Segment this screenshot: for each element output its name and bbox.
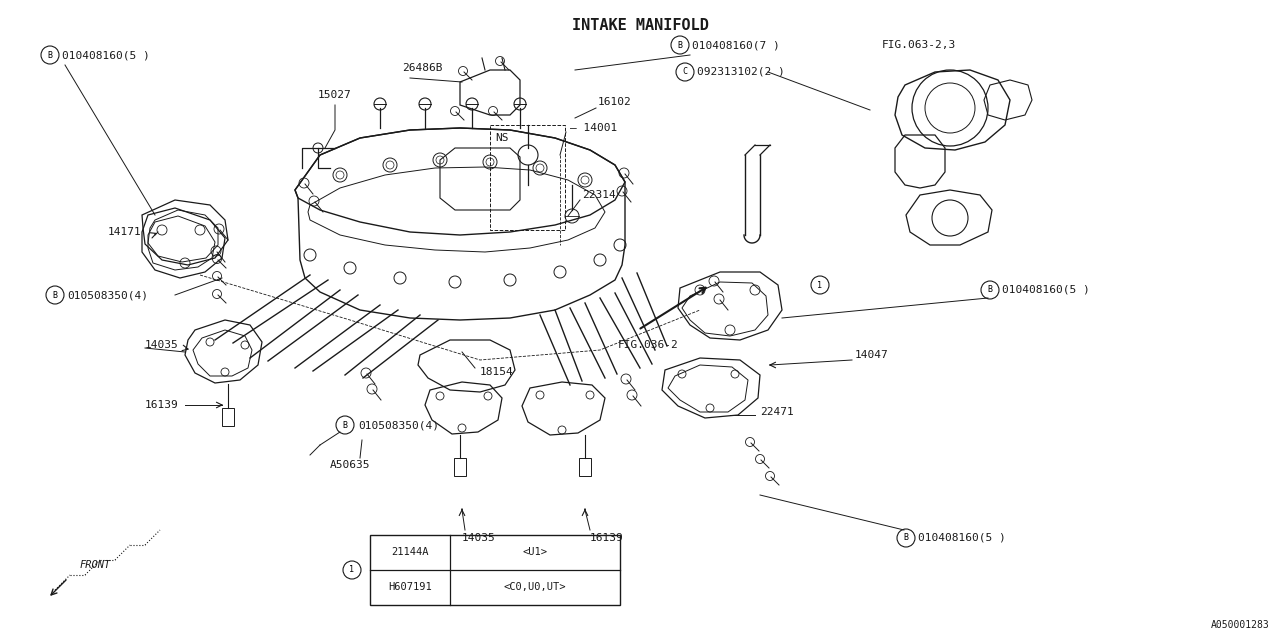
Text: C: C [682, 67, 687, 77]
Bar [454, 458, 466, 476]
Text: 22314: 22314 [582, 190, 616, 200]
Text: — 14001: — 14001 [570, 123, 617, 133]
Text: NS: NS [495, 133, 508, 143]
Bar [490, 125, 564, 230]
Text: INTAKE MANIFOLD: INTAKE MANIFOLD [572, 18, 708, 33]
Text: 16102: 16102 [598, 97, 632, 107]
Text: 14035: 14035 [462, 533, 495, 543]
Text: 18154: 18154 [480, 367, 513, 377]
Text: B: B [677, 40, 682, 49]
Text: FRONT: FRONT [79, 560, 111, 570]
Text: 1: 1 [349, 566, 355, 575]
Text: 010408160(5 ): 010408160(5 ) [918, 533, 1006, 543]
Text: B: B [904, 534, 909, 543]
Text: A50635: A50635 [330, 460, 370, 470]
Text: B: B [343, 420, 347, 429]
Text: 16139: 16139 [590, 533, 623, 543]
Text: 14047: 14047 [855, 350, 888, 360]
Text: 010508350(4): 010508350(4) [358, 420, 439, 430]
Text: B: B [47, 51, 52, 60]
Text: 010408160(7 ): 010408160(7 ) [692, 40, 780, 50]
Text: <C0,U0,UT>: <C0,U0,UT> [504, 582, 566, 592]
Text: 010508350(4): 010508350(4) [67, 290, 148, 300]
Text: 22471: 22471 [760, 407, 794, 417]
Text: H607191: H607191 [388, 582, 431, 592]
Bar [221, 408, 234, 426]
Text: 010408160(5 ): 010408160(5 ) [1002, 285, 1089, 295]
Text: 21144A: 21144A [392, 547, 429, 557]
Text: A050001283: A050001283 [1211, 620, 1270, 630]
Text: B: B [52, 291, 58, 300]
Text: 010408160(5 ): 010408160(5 ) [61, 50, 150, 60]
Text: 16139: 16139 [145, 400, 179, 410]
Bar [370, 535, 620, 605]
Text: 14171: 14171 [108, 227, 142, 237]
Text: 15027: 15027 [317, 90, 352, 100]
Text: 092313102(2 ): 092313102(2 ) [698, 67, 785, 77]
Bar [579, 458, 591, 476]
Text: B: B [987, 285, 992, 294]
Text: 26486B: 26486B [402, 63, 443, 73]
Text: FIG.036-2: FIG.036-2 [618, 340, 678, 350]
Text: 14035: 14035 [145, 340, 179, 350]
Text: FIG.063-2,3: FIG.063-2,3 [882, 40, 956, 50]
Text: 1: 1 [818, 280, 823, 289]
Text: <U1>: <U1> [522, 547, 548, 557]
